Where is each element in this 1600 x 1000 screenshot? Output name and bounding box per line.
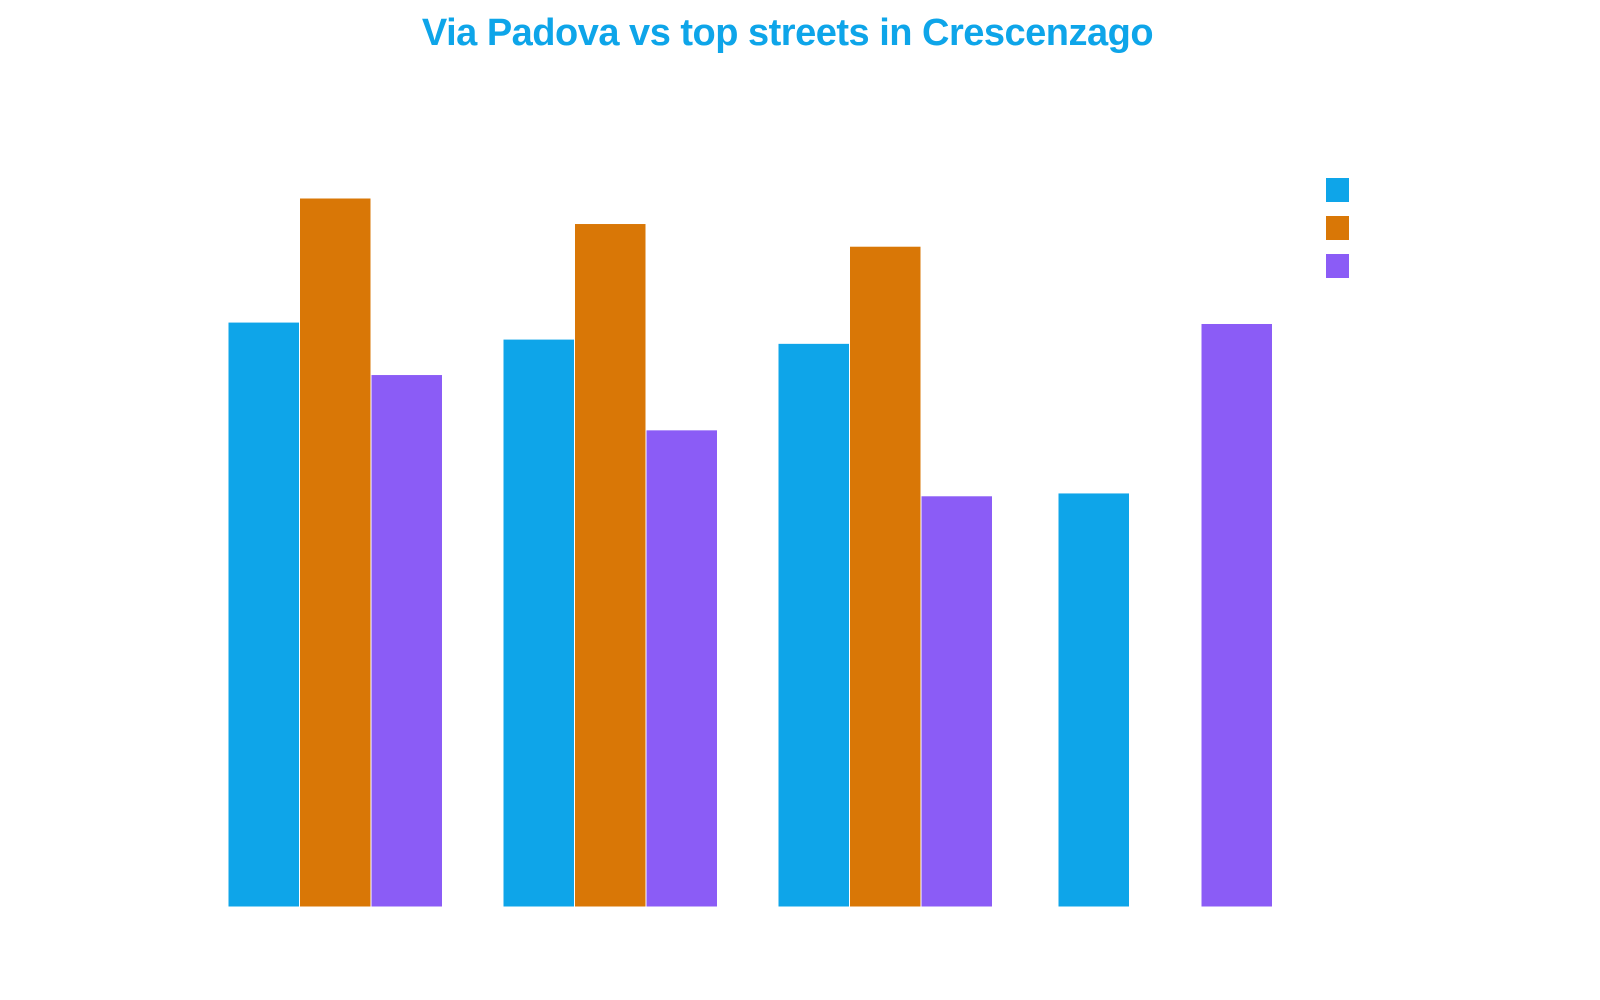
bar-series-2-group-1 (299, 197, 372, 908)
bar-series-3-group-3 (920, 495, 993, 908)
legend-swatch-series-3 (1326, 254, 1349, 278)
bars-group (227, 197, 1273, 908)
legend-swatch-series-2 (1326, 216, 1349, 240)
bar-series-3-group-2 (645, 429, 718, 908)
bar-series-1-group-1 (227, 321, 300, 908)
chart-title: Via Padova vs top streets in Crescenzago (421, 12, 1154, 54)
bar-series-3-group-1 (370, 374, 443, 908)
bar-series-1-group-2 (502, 338, 575, 908)
legend (1326, 178, 1349, 278)
bar-series-2-group-3 (849, 245, 922, 908)
bar-series-2-group-2 (574, 223, 647, 908)
bar-series-3-group-4 (1200, 322, 1273, 908)
legend-swatch-series-1 (1326, 178, 1349, 202)
bar-series-1-group-3 (777, 342, 850, 908)
bar-series-1-group-4 (1057, 492, 1130, 908)
